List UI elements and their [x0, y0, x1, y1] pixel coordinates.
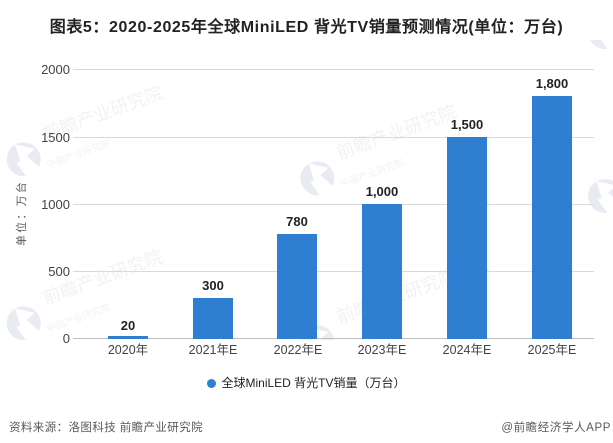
svg-text:前瞻产业研究院: 前瞻产业研究院 [334, 102, 459, 164]
